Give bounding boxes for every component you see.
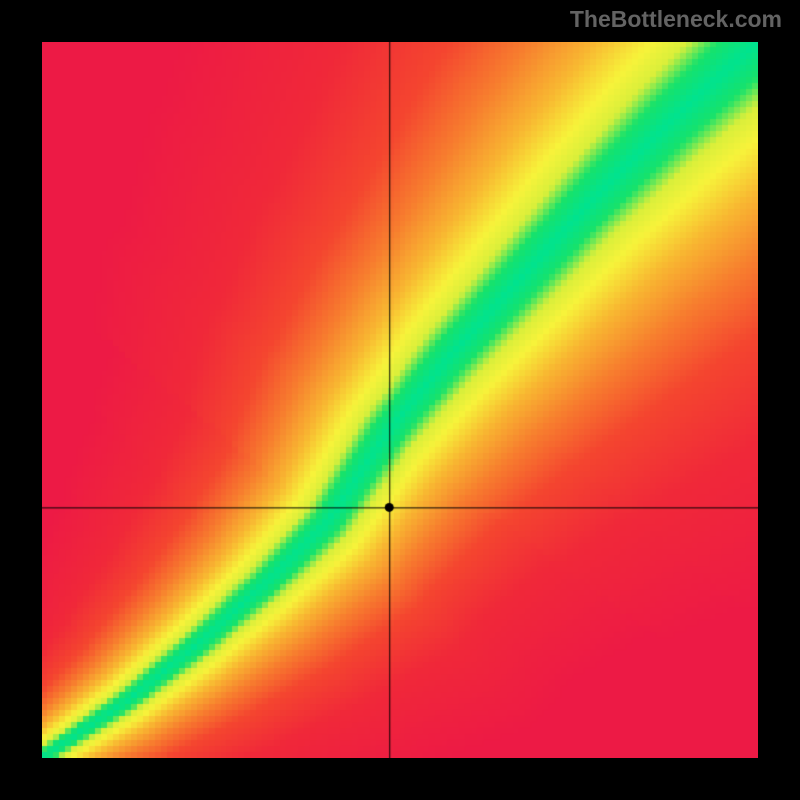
watermark-text: TheBottleneck.com <box>570 6 782 33</box>
chart-container: TheBottleneck.com <box>0 0 800 800</box>
heatmap-canvas <box>42 42 758 758</box>
plot-area <box>42 42 758 758</box>
